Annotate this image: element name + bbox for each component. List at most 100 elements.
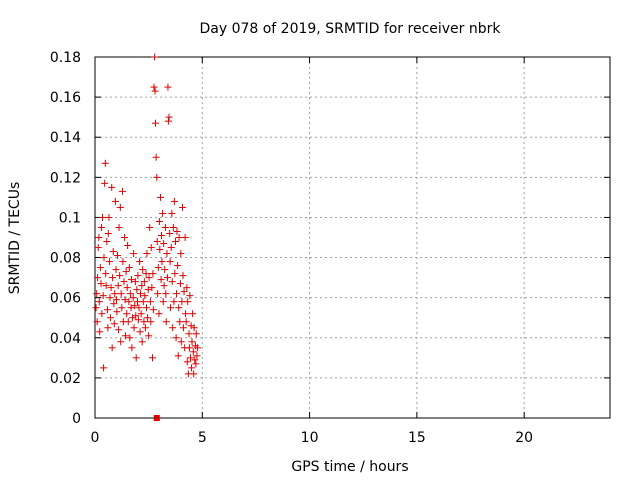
data-point (166, 229, 174, 237)
data-point (96, 328, 104, 336)
data-point (103, 306, 111, 314)
data-point (111, 197, 119, 205)
data-point (164, 274, 172, 282)
data-point (139, 298, 147, 306)
y-axis-label: SRMTID / TECUs (7, 182, 23, 295)
data-point (114, 282, 122, 290)
data-point (149, 270, 157, 278)
data-point (192, 360, 200, 368)
data-point (129, 294, 137, 302)
data-point (161, 266, 169, 274)
data-point (164, 117, 172, 125)
data-point (169, 223, 177, 231)
data-point (184, 298, 192, 306)
data-point (100, 254, 108, 262)
data-point (114, 252, 122, 260)
data-point (140, 278, 148, 286)
x-tick-label: 10 (301, 430, 319, 446)
data-point (183, 358, 191, 366)
data-point (117, 290, 125, 298)
y-tick-label: 0 (72, 411, 81, 427)
plot-frame (94, 56, 611, 419)
data-point (118, 304, 126, 312)
data-point (156, 246, 164, 254)
data-point (181, 234, 189, 241)
data-point (151, 87, 159, 95)
data-point (153, 238, 161, 246)
data-point (192, 330, 200, 338)
chart-title: Day 078 of 2019, SRMTID for receiver nbr… (199, 21, 501, 37)
data-point (167, 244, 175, 252)
data-point (158, 258, 166, 266)
data-point (152, 119, 160, 127)
y-tick-label: 0.04 (50, 331, 81, 347)
y-tick-labels: 0 0.02 0.04 0.06 0.08 0.1 0.12 0.14 0.16 0.18 (50, 50, 81, 427)
data-point (136, 290, 144, 298)
data-point (151, 53, 159, 61)
data-point (136, 258, 144, 266)
data-point (137, 310, 145, 318)
data-point (153, 173, 161, 181)
y-tick-label: 0.18 (50, 50, 81, 66)
data-point (112, 266, 120, 274)
data-point (143, 250, 151, 258)
data-point (121, 296, 129, 304)
data-point (144, 314, 152, 322)
axis-ticks (94, 56, 610, 419)
data-point (123, 284, 131, 292)
data-point (109, 248, 117, 256)
data-point (132, 354, 140, 362)
data-point (109, 274, 117, 282)
data-point (193, 352, 201, 360)
data-point (95, 298, 103, 306)
x-axis-label: GPS time / hours (291, 459, 408, 475)
data-point (108, 183, 116, 191)
data-point (106, 258, 114, 266)
data-point (104, 324, 112, 332)
data-point (145, 274, 153, 282)
data-point (141, 292, 149, 300)
data-point (154, 264, 162, 272)
data-point (179, 324, 187, 332)
data-point (190, 370, 198, 378)
data-point (125, 298, 133, 306)
data-point (152, 153, 160, 161)
data-point (121, 332, 129, 340)
data-point (146, 298, 154, 306)
data-point (126, 290, 134, 298)
data-point (138, 282, 146, 290)
data-point (97, 223, 105, 231)
data-point (99, 213, 107, 221)
data-point (105, 213, 113, 221)
data-point (113, 308, 121, 316)
x-tick-label: 0 (91, 430, 100, 446)
data-point (121, 234, 129, 241)
data-point (159, 209, 167, 217)
data-point (122, 268, 130, 276)
data-point (175, 234, 183, 241)
data-point (167, 304, 175, 312)
data-point (128, 344, 136, 352)
data-point (173, 290, 181, 298)
y-tick-label: 0.16 (50, 90, 81, 106)
data-point (189, 310, 197, 318)
data-point (160, 240, 168, 248)
data-point (131, 278, 139, 286)
data-point (147, 244, 155, 252)
data-point (112, 296, 120, 304)
data-point (176, 280, 184, 288)
data-point (155, 217, 163, 225)
data-point (144, 286, 152, 294)
data-point (119, 258, 127, 266)
data-point (188, 364, 196, 372)
data-point (104, 229, 112, 237)
x-tick-labels: 0 5 10 15 20 (91, 430, 534, 446)
data-point (182, 318, 190, 326)
data-point (93, 290, 101, 298)
y-tick-label: 0.02 (50, 371, 81, 387)
data-point (163, 250, 171, 258)
data-point (135, 304, 143, 312)
data-point (138, 338, 146, 346)
data-point (99, 292, 107, 300)
